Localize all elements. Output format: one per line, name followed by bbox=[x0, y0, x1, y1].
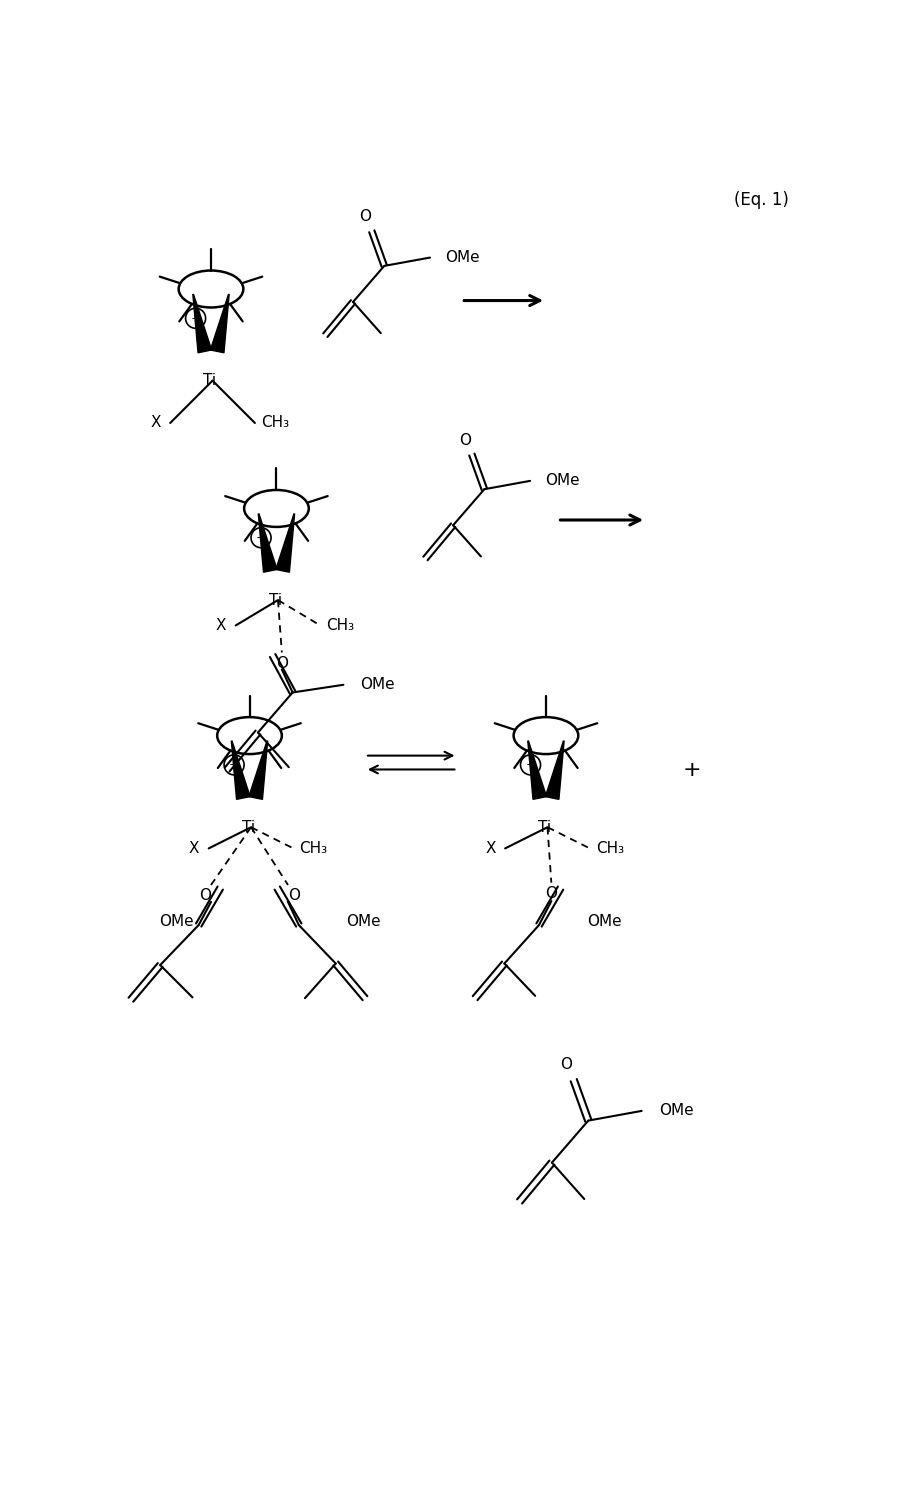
Text: Ti: Ti bbox=[538, 820, 552, 835]
Text: CH₃: CH₃ bbox=[261, 415, 289, 430]
Text: CH₃: CH₃ bbox=[327, 618, 355, 633]
Text: Ti: Ti bbox=[203, 373, 216, 388]
Text: OMe: OMe bbox=[360, 678, 395, 692]
Text: O: O bbox=[288, 888, 301, 903]
Polygon shape bbox=[249, 741, 267, 799]
Text: OMe: OMe bbox=[660, 1104, 694, 1119]
Text: O: O bbox=[359, 210, 371, 225]
Text: O: O bbox=[199, 888, 211, 903]
Polygon shape bbox=[527, 741, 546, 799]
Text: Ti: Ti bbox=[269, 592, 282, 607]
Text: X: X bbox=[216, 618, 227, 633]
Polygon shape bbox=[258, 513, 277, 572]
Polygon shape bbox=[545, 741, 564, 799]
Text: OMe: OMe bbox=[158, 914, 194, 929]
Text: X: X bbox=[189, 841, 200, 856]
Text: +: + bbox=[190, 311, 201, 325]
Text: (Eq. 1): (Eq. 1) bbox=[734, 192, 789, 210]
Text: Ti: Ti bbox=[242, 820, 255, 835]
Text: O: O bbox=[275, 655, 288, 670]
Text: OMe: OMe bbox=[446, 251, 480, 266]
Text: CH₃: CH₃ bbox=[596, 841, 624, 856]
Text: O: O bbox=[459, 433, 471, 447]
Text: CH₃: CH₃ bbox=[300, 841, 328, 856]
Text: O: O bbox=[560, 1057, 572, 1072]
Polygon shape bbox=[231, 741, 250, 799]
Text: OMe: OMe bbox=[346, 914, 381, 929]
Text: X: X bbox=[150, 415, 161, 430]
Text: O: O bbox=[545, 886, 557, 901]
Text: +: + bbox=[526, 758, 536, 772]
Text: +: + bbox=[256, 532, 266, 544]
Text: +: + bbox=[683, 760, 702, 781]
Polygon shape bbox=[275, 513, 294, 572]
Text: OMe: OMe bbox=[587, 914, 621, 929]
Text: OMe: OMe bbox=[545, 473, 580, 488]
Text: +: + bbox=[229, 758, 239, 772]
Text: X: X bbox=[485, 841, 496, 856]
Polygon shape bbox=[193, 294, 212, 353]
Polygon shape bbox=[211, 294, 230, 353]
